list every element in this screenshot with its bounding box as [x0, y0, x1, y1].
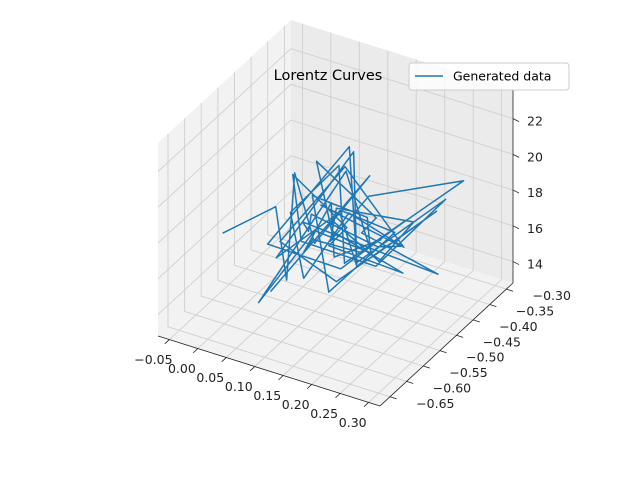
y-tick-label: −0.35 [516, 304, 554, 319]
y-tick-label: −0.50 [466, 350, 504, 365]
z-tick [512, 118, 520, 122]
y-tick [439, 350, 447, 354]
x-tick-label: 0.00 [168, 361, 196, 376]
y-tick-label: −0.65 [416, 396, 454, 411]
x-tick [335, 393, 341, 399]
y-tick [489, 304, 497, 308]
x-tick-label: 0.30 [339, 415, 367, 430]
y-tick [456, 334, 464, 338]
z-tick-label: 16 [527, 221, 543, 236]
tick-marks [164, 118, 520, 408]
chart-title: Lorentz Curves [274, 68, 383, 84]
x-tick-labels: −0.050.000.050.100.150.200.250.30 [134, 352, 366, 430]
y-tick [472, 319, 480, 323]
floor-pane [158, 213, 513, 406]
z-gridline [157, 119, 514, 244]
z-gridline [157, 48, 514, 172]
y-tick [423, 365, 431, 369]
x-tick-label: 0.05 [196, 370, 224, 385]
y-tick-label: −0.55 [449, 365, 487, 380]
y-tick-label: −0.60 [433, 380, 471, 395]
z-gridline [157, 191, 514, 315]
y-tick [506, 288, 514, 292]
x-tick-label: 0.20 [282, 397, 310, 412]
legend: Generated data [408, 62, 570, 91]
z-tick [512, 261, 520, 265]
y-tick-labels: −0.65−0.60−0.55−0.50−0.45−0.40−0.35−0.30 [416, 288, 571, 411]
y-tick [389, 396, 397, 400]
y-axis-line [379, 282, 514, 407]
x-tick [306, 384, 312, 390]
grid-lines [157, 23, 514, 403]
z-tick-label: 20 [527, 149, 543, 164]
y-tick-label: −0.30 [533, 288, 571, 303]
x-tick-label: 0.15 [253, 388, 281, 403]
series-generated-data [222, 145, 465, 304]
x-tick [164, 339, 170, 345]
axis-lines [157, 90, 514, 407]
z-tick-label: 14 [527, 257, 543, 272]
z-tick [512, 189, 520, 194]
left-pane [158, 20, 291, 336]
x-tick [363, 402, 369, 408]
y-tick-label: −0.40 [499, 319, 537, 334]
y-tick [406, 381, 414, 384]
z-gridline [157, 83, 514, 208]
x-tick [192, 348, 199, 354]
legend-label-generated-data: Generated data [453, 69, 551, 84]
x-tick [221, 357, 227, 363]
z-gridline [157, 155, 514, 280]
x-axis-line [157, 335, 381, 407]
z-tick-labels: 14 16 18 20 22 [527, 114, 543, 272]
z-tick-label: 18 [527, 185, 543, 200]
z-tick [512, 153, 520, 158]
y-tick-label: −0.45 [483, 334, 521, 349]
x-tick [249, 366, 256, 372]
x-tick-label: 0.10 [225, 379, 253, 394]
z-tick [512, 225, 520, 230]
series-line-generated-data [222, 145, 465, 304]
z-tick-label: 22 [527, 114, 543, 129]
x-tick [278, 375, 284, 381]
x-tick-label: −0.05 [134, 352, 172, 367]
legend-frame [408, 62, 570, 91]
x-tick-label: 0.25 [310, 406, 338, 421]
